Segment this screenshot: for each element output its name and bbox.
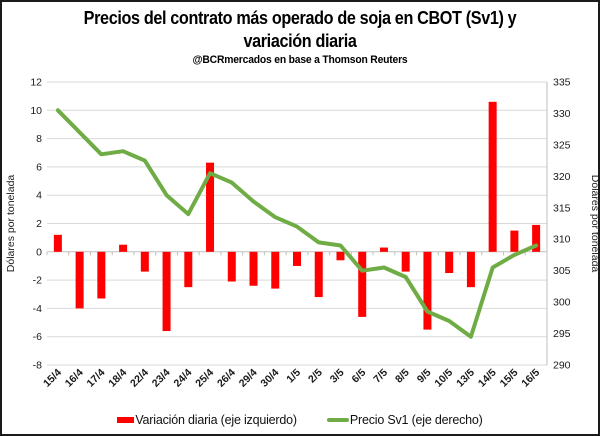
chart-title-line-1: Precios del contrato más operado de soja… bbox=[83, 8, 517, 28]
daily-variation-bar bbox=[358, 251, 367, 317]
left-axis-tick-label: -2 bbox=[33, 275, 42, 287]
x-axis-tick-label: 6/5 bbox=[350, 367, 369, 386]
right-axis-tick-label: 335 bbox=[553, 77, 571, 89]
daily-variation-bar bbox=[97, 251, 106, 299]
right-axis-title: Dólares por tonelada bbox=[589, 175, 600, 273]
bar-series-swatch-icon bbox=[117, 417, 135, 423]
daily-variation-bar bbox=[249, 251, 258, 286]
daily-variation-bar bbox=[510, 230, 519, 252]
daily-variation-bar bbox=[140, 251, 149, 272]
line-series-swatch-icon bbox=[326, 418, 349, 422]
daily-variation-bar bbox=[379, 247, 388, 252]
x-axis-tick-label: 23/4 bbox=[150, 367, 173, 390]
right-axis-tick-label: 315 bbox=[553, 202, 571, 214]
x-axis-tick-label: 24/4 bbox=[171, 367, 194, 390]
left-axis-title: Dólares por tonelada bbox=[5, 175, 17, 273]
left-axis-tick-label: 10 bbox=[30, 105, 42, 117]
x-axis-tick-label: 7/5 bbox=[371, 367, 390, 386]
left-axis-tick-label: 8 bbox=[36, 133, 42, 145]
x-axis-tick-label: 3/5 bbox=[328, 367, 347, 386]
chart-subtitle: @BCRmercados en base a Thomson Reuters bbox=[192, 54, 408, 66]
right-axis-tick-label: 330 bbox=[553, 108, 571, 120]
x-axis-tick-label: 29/4 bbox=[237, 367, 260, 390]
x-axis-tick-label: 1/5 bbox=[284, 367, 303, 386]
left-axis-tick-label: -8 bbox=[33, 360, 42, 372]
x-axis-tick-label: 22/4 bbox=[128, 367, 151, 390]
right-axis-tick-label: 325 bbox=[553, 139, 571, 151]
x-axis-tick-label: 16/4 bbox=[63, 367, 86, 390]
price-line bbox=[55, 108, 539, 339]
x-axis-tick-label: 9/5 bbox=[415, 367, 434, 386]
x-axis-tick-label: 15/5 bbox=[498, 367, 521, 390]
daily-variation-bar bbox=[488, 101, 497, 252]
right-axis-tick-label: 310 bbox=[553, 234, 571, 246]
x-axis-tick-label: 2/5 bbox=[306, 367, 325, 386]
daily-variation-bar bbox=[184, 251, 193, 288]
daily-variation-bar bbox=[271, 251, 280, 289]
left-axis-tick-label: 4 bbox=[36, 190, 42, 202]
x-axis-tick-label: 14/5 bbox=[476, 367, 499, 390]
right-axis-tick-label: 320 bbox=[553, 171, 571, 183]
legend-item-precio: Precio Sv1 (eje derecho) bbox=[326, 413, 483, 427]
daily-variation-bar bbox=[466, 251, 475, 288]
daily-variation-bar bbox=[314, 251, 323, 298]
x-axis-tick-label: 18/4 bbox=[106, 367, 129, 390]
title-block: Precios del contrato más operado de soja… bbox=[2, 7, 598, 66]
right-axis-tick-label: 290 bbox=[553, 360, 571, 372]
chart-title-line-2: variación diaria bbox=[243, 31, 357, 51]
daily-variation-bar bbox=[293, 251, 301, 266]
x-axis-tick-label: 30/4 bbox=[258, 367, 281, 390]
left-axis-tick-label: -6 bbox=[33, 331, 42, 343]
left-axis-tick-label: 2 bbox=[36, 218, 42, 230]
daily-variation-bar bbox=[227, 251, 236, 282]
daily-variation-bar bbox=[53, 234, 62, 252]
x-axis-tick-label: 26/4 bbox=[215, 367, 238, 390]
daily-variation-bar bbox=[119, 244, 128, 252]
left-axis-tick-label: 6 bbox=[36, 161, 42, 173]
daily-variation-bar bbox=[162, 251, 171, 332]
daily-variation-bar bbox=[206, 162, 215, 252]
x-axis-tick-label: 17/4 bbox=[85, 367, 108, 390]
left-axis-tick-label: 0 bbox=[36, 246, 42, 258]
right-axis-tick-label: 295 bbox=[553, 328, 571, 340]
legend-item-variacion: Variación diaria (eje izquierdo) bbox=[117, 413, 297, 427]
daily-variation-bar bbox=[445, 251, 454, 274]
x-axis-tick-label: 15/4 bbox=[41, 367, 64, 390]
daily-variation-bar bbox=[75, 251, 84, 309]
daily-variation-bar bbox=[401, 251, 410, 272]
legend-label-variacion: Variación diaria (eje izquierdo) bbox=[135, 413, 297, 427]
daily-variation-bar bbox=[532, 224, 541, 252]
x-axis-tick-label: 8/5 bbox=[393, 367, 412, 386]
legend-label-precio: Precio Sv1 (eje derecho) bbox=[349, 413, 483, 427]
x-axis-tick-label: 10/5 bbox=[432, 367, 455, 390]
daily-variation-bar bbox=[423, 251, 432, 330]
x-axis-tick-label: 25/4 bbox=[193, 367, 216, 390]
left-axis-tick-label: 12 bbox=[30, 77, 42, 89]
x-axis-tick-label: 16/5 bbox=[519, 367, 542, 390]
left-axis-tick-label: -4 bbox=[33, 303, 42, 315]
x-axis-tick-label: 13/5 bbox=[454, 367, 477, 390]
right-axis-tick-label: 300 bbox=[553, 297, 571, 309]
chart-legend: Variación diaria (eje izquierdo) Precio … bbox=[2, 408, 598, 432]
daily-variation-bar bbox=[336, 251, 345, 261]
right-axis-tick-label: 305 bbox=[553, 265, 571, 277]
